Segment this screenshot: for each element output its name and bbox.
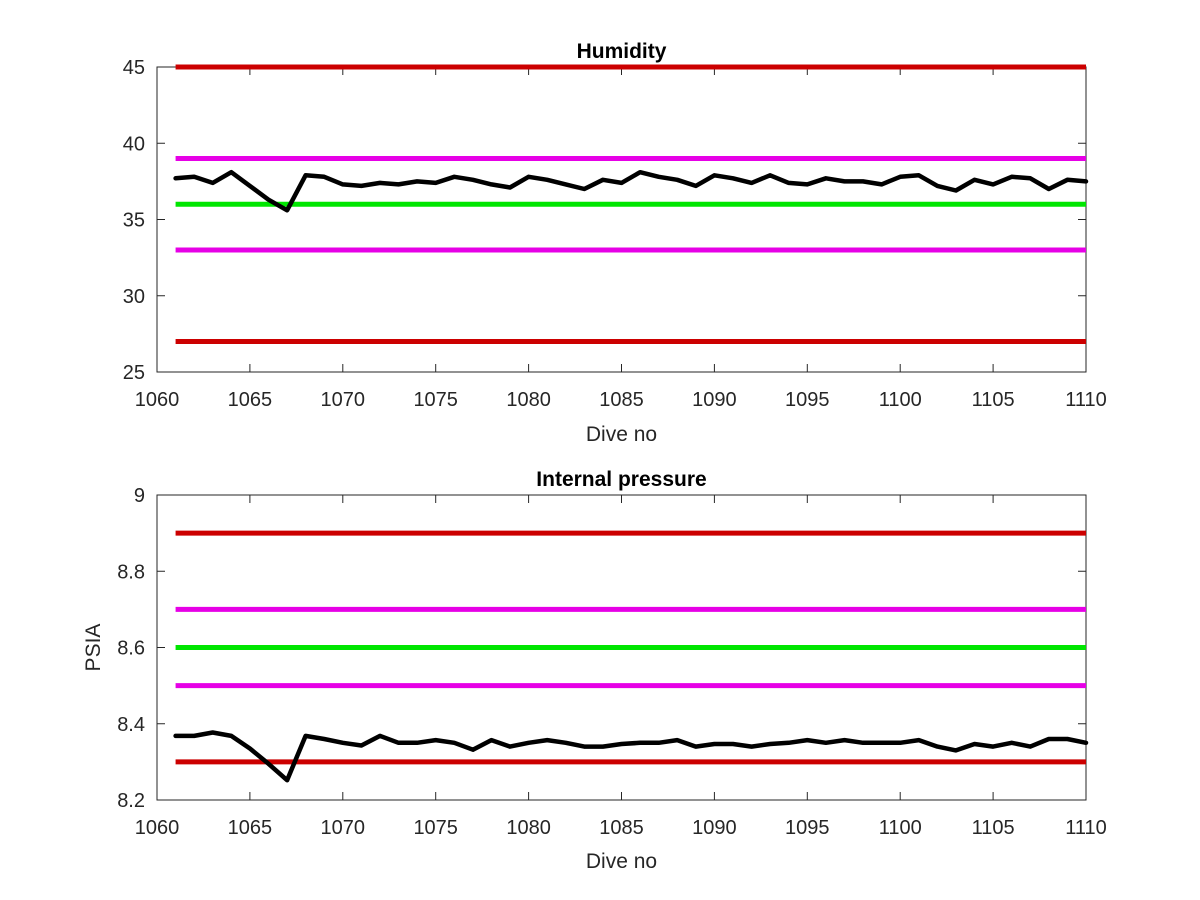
x-tick-label: 1105: [972, 817, 1015, 839]
x-tick-label: 1080: [506, 389, 551, 411]
y-tick-label: 45: [123, 57, 145, 79]
x-tick-label: 1085: [599, 817, 644, 839]
y-tick-label: 8.4: [117, 714, 145, 736]
internal-pressure-chart: 1060 1065 1070 1075 1080 1085 1090 1095 1100 1105…: [82, 468, 1107, 873]
x-tick-label: 1060: [135, 817, 180, 839]
x-tick-label: 1090: [692, 389, 737, 411]
y-axis-label: PSIA: [82, 624, 105, 672]
x-tick-label: 1075: [413, 817, 458, 839]
x-tick-label: 1090: [692, 817, 737, 839]
chart-title: Internal pressure: [536, 468, 706, 491]
y-tick-label: 35: [123, 210, 145, 232]
x-tick-label: 1070: [321, 389, 366, 411]
x-tick-label: 1065: [228, 389, 273, 411]
series-line: [173, 730, 1089, 783]
y-tick-label: 25: [123, 362, 145, 384]
y-tick-label: 8.6: [117, 638, 145, 660]
chart-title: Humidity: [577, 40, 667, 63]
x-tick-label: 1070: [321, 817, 366, 839]
x-axis-label: Dive no: [586, 423, 657, 446]
series-line: [173, 169, 1089, 213]
y-tick-label: 9: [134, 485, 145, 507]
x-tick-label: 1065: [228, 817, 273, 839]
plot-area: [156, 66, 1087, 373]
y-tick-label: 8.8: [117, 561, 145, 583]
y-tick-label: 8.2: [117, 790, 145, 812]
x-tick-label: 1105: [972, 389, 1015, 411]
x-tick-label: 1100: [879, 389, 922, 411]
x-tick-label: 1110: [1065, 389, 1107, 411]
x-tick-label: 1100: [879, 817, 922, 839]
y-tick-label: 40: [123, 133, 145, 155]
x-tick-label: 1075: [413, 389, 458, 411]
x-tick-label: 1085: [599, 389, 644, 411]
humidity-chart: 1060 1065 1070 1075 1080 1085 1090 1095 1100 1105…: [123, 40, 1107, 446]
y-tick-label: 30: [123, 286, 145, 308]
x-tick-label: 1110: [1065, 817, 1107, 839]
x-tick-label: 1095: [785, 817, 830, 839]
x-tick-label: 1095: [785, 389, 830, 411]
x-axis-label: Dive no: [586, 850, 657, 873]
x-tick-label: 1060: [135, 389, 180, 411]
x-tick-label: 1080: [506, 817, 551, 839]
